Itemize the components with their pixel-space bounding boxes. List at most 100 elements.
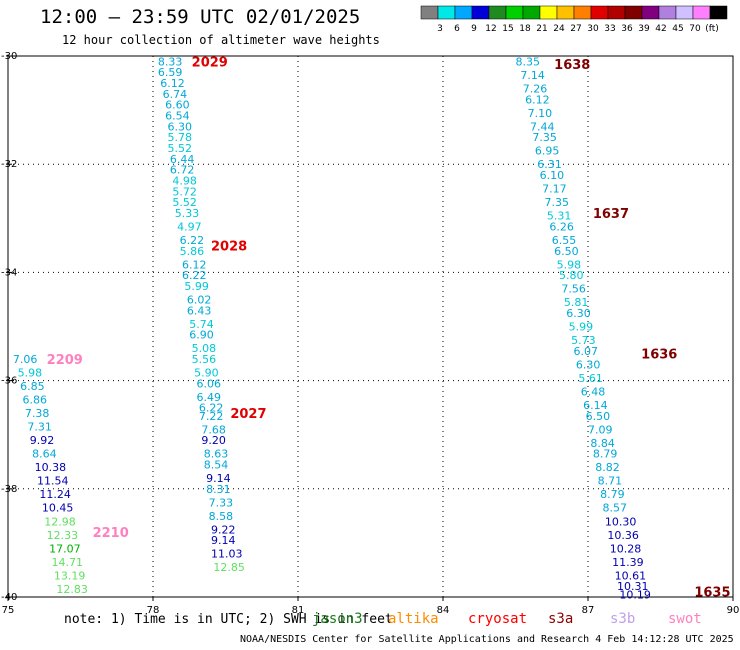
- swh-value-label: 6.22: [180, 234, 205, 247]
- colorbar-swatch: [471, 5, 490, 20]
- swh-value-label: 5.72: [172, 185, 197, 198]
- pass-time-label: 1635: [694, 586, 730, 601]
- swh-value-label: 11.03: [211, 548, 243, 561]
- legend-s3b: s3b: [610, 611, 636, 627]
- swh-value-label: 8.35: [516, 55, 541, 68]
- swh-value-label: 5.74: [189, 318, 214, 331]
- swh-value-label: 12.85: [213, 561, 245, 574]
- swh-value-label: 6.14: [583, 399, 608, 412]
- y-tick-label: -34: [1, 267, 17, 278]
- swh-value-label: 7.35: [532, 131, 557, 144]
- swh-value-label: 8.79: [600, 488, 625, 501]
- y-tick-label: -40: [1, 592, 17, 603]
- swh-value-label: 6.12: [160, 77, 185, 90]
- colorbar-label: 30: [587, 24, 599, 34]
- swh-value-label: 6.59: [158, 66, 183, 79]
- swh-value-label: 6.50: [554, 245, 579, 258]
- swh-value-label: 6.50: [586, 410, 611, 423]
- swh-value-label: 8.31: [206, 483, 231, 496]
- swh-value-label: 10.31: [617, 580, 649, 593]
- swh-value-label: 10.45: [42, 502, 73, 515]
- swh-value-label: 6.10: [540, 169, 565, 182]
- legend-jason3: jason3: [312, 611, 363, 627]
- colorbar-swatch: [556, 5, 575, 20]
- swh-value-label: 7.68: [201, 423, 226, 436]
- chart-subtitle: 12 hour collection of altimeter wave hei…: [62, 33, 380, 47]
- swh-value-label: 6.12: [182, 258, 207, 271]
- colorbar-swatch: [607, 5, 626, 20]
- colorbar-label: 42: [655, 24, 666, 34]
- swh-value-label: 7.09: [588, 423, 613, 436]
- colorbar-label: 18: [519, 24, 531, 34]
- swh-value-label: 7.10: [528, 107, 553, 120]
- pass-time-label: 2029: [192, 55, 228, 70]
- swh-value-label: 9.14: [206, 472, 231, 485]
- pass-time-label: 2027: [230, 407, 266, 422]
- colorbar-swatch: [675, 5, 694, 20]
- colorbar-swatch: [522, 5, 541, 20]
- swh-value-label: 7.35: [545, 196, 570, 209]
- swh-value-label: 9.20: [201, 434, 226, 447]
- colorbar-swatch: [573, 5, 592, 20]
- swh-value-label: 10.30: [605, 515, 637, 528]
- swh-value-label: 6.26: [549, 220, 574, 233]
- x-tick-label: 84: [437, 605, 450, 616]
- colorbar-swatch: [505, 5, 524, 20]
- pass-time-label: 1638: [554, 58, 590, 73]
- swh-value-label: 6.07: [574, 345, 599, 358]
- swh-value-label: 7.22: [199, 410, 224, 423]
- swh-value-label: 12.98: [44, 515, 76, 528]
- colorbar-label: 24: [553, 24, 565, 34]
- swh-value-label: 6.54: [165, 110, 190, 123]
- swh-value-label: 10.28: [610, 542, 642, 555]
- swh-value-label: 7.56: [561, 283, 586, 296]
- colorbar-label: 3: [437, 24, 443, 34]
- swh-value-label: 5.86: [180, 245, 205, 258]
- pass-time-label: 2209: [47, 353, 83, 368]
- chart-title: 12:00 – 23:59 UTC 02/01/2025: [40, 6, 361, 28]
- swh-value-label: 8.33: [158, 55, 183, 68]
- swh-value-label: 6.86: [23, 394, 48, 407]
- swh-value-label: 6.12: [525, 93, 550, 106]
- colorbar-unit: (ft): [705, 24, 719, 34]
- swh-value-label: 5.73: [571, 334, 596, 347]
- swh-value-label: 7.14: [520, 69, 545, 82]
- swh-value-label: 8.54: [204, 458, 229, 471]
- legend-cryosat: cryosat: [468, 611, 528, 627]
- swh-value-label: 7.17: [542, 183, 567, 196]
- colorbar-label: 15: [502, 24, 513, 34]
- colorbar-label: 21: [536, 24, 547, 34]
- swh-value-label: 5.98: [557, 258, 582, 271]
- y-tick-label: -30: [1, 51, 17, 62]
- swh-value-label: 7.33: [209, 496, 234, 509]
- swh-value-label: 11.39: [612, 556, 644, 569]
- legend-swot: swot: [668, 611, 702, 627]
- swh-value-label: 6.22: [199, 402, 224, 415]
- pass-time-label: 2210: [93, 526, 129, 541]
- swh-value-label: 4.97: [177, 220, 202, 233]
- swh-value-label: 11.24: [39, 488, 71, 501]
- swh-value-label: 6.74: [163, 88, 188, 101]
- colorbar-label: 27: [570, 24, 581, 34]
- swh-value-label: 8.64: [32, 448, 57, 461]
- swh-value-label: 6.95: [535, 145, 560, 158]
- colorbar-swatch: [488, 5, 507, 20]
- swh-value-label: 7.31: [27, 421, 52, 434]
- swh-value-label: 17.07: [49, 542, 80, 555]
- swh-value-label: 6.22: [182, 269, 207, 282]
- y-tick-label: -32: [1, 159, 17, 170]
- colorbar-swatch: [658, 5, 677, 20]
- pass-time-label: 2028: [211, 239, 247, 254]
- swh-value-label: 7.38: [25, 407, 49, 420]
- swh-value-label: 5.80: [559, 269, 584, 282]
- y-tick-label: -36: [1, 376, 17, 387]
- swh-value-label: 6.49: [197, 391, 222, 404]
- swh-value-label: 10.19: [619, 588, 651, 601]
- swh-value-label: 5.99: [184, 280, 209, 293]
- swh-value-label: 4.98: [172, 174, 197, 187]
- swh-value-label: 6.44: [170, 153, 195, 166]
- swh-value-label: 8.79: [593, 448, 618, 461]
- swh-value-label: 5.56: [192, 353, 217, 366]
- swh-value-label: 6.55: [552, 234, 577, 247]
- x-tick-label: 87: [582, 605, 595, 616]
